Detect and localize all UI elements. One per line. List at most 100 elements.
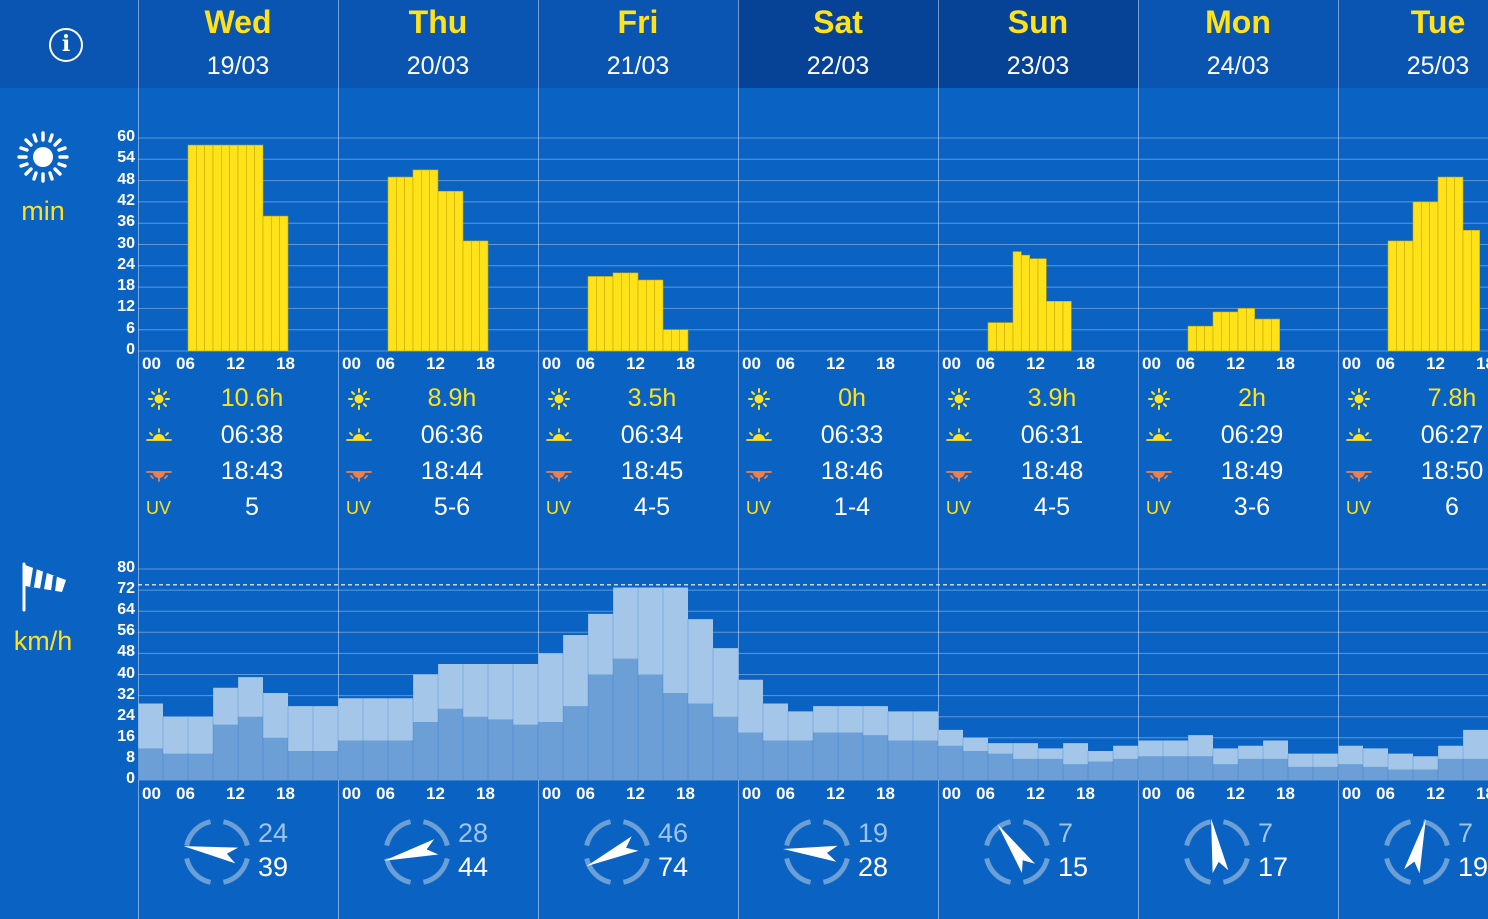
sunshine-duration: 10.6h (220, 384, 284, 412)
wind-direction-icon (984, 819, 1050, 885)
day-date: 23/03 (1006, 52, 1070, 80)
hour-label: 00 (742, 784, 761, 803)
sunrise-icon (146, 428, 172, 441)
hour-label: 18 (276, 354, 295, 373)
wind-average-speed: 28 (458, 818, 489, 848)
sunset-icon (946, 471, 972, 482)
day-header-fri[interactable]: Fri 21/03 (538, 0, 738, 88)
hour-label: 06 (176, 354, 195, 373)
day-divider (1338, 0, 1339, 919)
sun-icon (17, 131, 69, 183)
y-tick-label: 54 (117, 149, 135, 167)
hour-label: 06 (376, 784, 395, 803)
sunrise-time: 06:31 (1020, 421, 1084, 449)
uv-label: UV (946, 498, 972, 518)
y-tick-label: 36 (117, 213, 135, 231)
wind-direction-icon (384, 819, 450, 885)
hour-label: 12 (626, 354, 645, 373)
day-divider (1138, 0, 1139, 919)
day-header-tue[interactable]: Tue 25/03 (1338, 0, 1488, 88)
hour-label: 12 (826, 784, 845, 803)
hour-label: 00 (1342, 784, 1361, 803)
day-name: Sun (1007, 4, 1069, 40)
y-tick-label: 8 (126, 748, 135, 766)
wind-direction-icon (1384, 819, 1450, 885)
wind-average-speed: 7 (1258, 818, 1274, 848)
hour-label: 12 (426, 784, 445, 803)
day-header-thu[interactable]: Thu 20/03 (338, 0, 538, 88)
day-date: 20/03 (406, 52, 470, 80)
sunshine-icon (148, 388, 170, 410)
hour-label: 06 (1176, 784, 1195, 803)
sunshine-duration: 3.5h (627, 384, 677, 412)
day-header-sun[interactable]: Sun 23/03 (938, 0, 1138, 88)
sunshine-bar (1062, 300, 1072, 352)
day-name: Mon (1205, 4, 1271, 40)
wind-gust-speed: 15 (1058, 852, 1089, 882)
day-divider (138, 0, 139, 919)
day-date: 24/03 (1206, 52, 1270, 80)
sunrise-icon (746, 428, 772, 441)
hour-label: 18 (1476, 354, 1488, 373)
uv-label: UV (1146, 498, 1172, 518)
sunshine-bar (1271, 318, 1280, 352)
sunset-icon (546, 471, 572, 482)
hour-label: 00 (142, 354, 161, 373)
hour-label: 18 (676, 354, 695, 373)
hour-label: 06 (576, 784, 595, 803)
hour-label: 12 (1226, 784, 1245, 803)
day-date: 25/03 (1406, 52, 1470, 80)
sunrise-icon (1346, 428, 1372, 441)
sunshine-duration: 8.9h (427, 384, 477, 412)
wind-gust-speed: 17 (1258, 852, 1289, 882)
hour-label: 18 (1276, 784, 1295, 803)
sunshine-icon (548, 388, 570, 410)
wind-average-speed: 7 (1458, 818, 1474, 848)
sunset-time: 18:46 (820, 457, 884, 485)
sunrise-time: 06:33 (820, 421, 884, 449)
sunrise-time: 06:27 (1420, 421, 1484, 449)
wind-direction-icon (783, 819, 850, 885)
sunset-time: 18:45 (620, 457, 684, 485)
sunshine-icon (948, 388, 970, 410)
hour-label: 18 (676, 784, 695, 803)
y-tick-label: 24 (117, 255, 135, 273)
y-tick-label: 0 (126, 770, 135, 787)
uv-label: UV (146, 498, 172, 518)
y-tick-label: 48 (117, 643, 135, 661)
hour-label: 00 (1342, 354, 1361, 373)
sunshine-bar (1471, 230, 1480, 352)
wind-average-speed: 19 (858, 818, 889, 848)
day-header-sat[interactable]: Sat 22/03 (738, 0, 938, 88)
hour-label: 06 (776, 784, 795, 803)
hour-label: 18 (1476, 784, 1488, 803)
sunset-icon (146, 471, 172, 482)
hour-label: 12 (1426, 354, 1445, 373)
hour-label: 06 (576, 354, 595, 373)
sunset-time: 18:48 (1020, 457, 1084, 485)
hour-label: 00 (1142, 784, 1161, 803)
hour-label: 18 (876, 784, 895, 803)
info-icon[interactable]: i (49, 28, 83, 62)
day-header-wed[interactable]: Wed 19/03 (138, 0, 338, 88)
hour-label: 00 (142, 784, 161, 803)
hour-label: 12 (226, 784, 245, 803)
y-tick-label: 64 (117, 601, 135, 619)
sunshine-duration: 0h (838, 384, 866, 412)
hour-label: 06 (976, 784, 995, 803)
hour-label: 06 (176, 784, 195, 803)
day-header-mon[interactable]: Mon 24/03 (1138, 0, 1338, 88)
hour-label: 18 (476, 784, 495, 803)
hour-label: 06 (976, 354, 995, 373)
uv-index: 4-5 (633, 493, 671, 521)
hour-label: 12 (226, 354, 245, 373)
y-tick-label: 0 (126, 341, 135, 358)
hour-label: 00 (542, 784, 561, 803)
day-name: Fri (617, 4, 659, 40)
day-name: Tue (1410, 4, 1466, 40)
uv-index: 6 (1445, 493, 1459, 521)
day-name: Wed (204, 4, 272, 40)
hour-label: 18 (1076, 354, 1095, 373)
sunset-time: 18:44 (420, 457, 484, 485)
sunrise-icon (546, 428, 572, 441)
